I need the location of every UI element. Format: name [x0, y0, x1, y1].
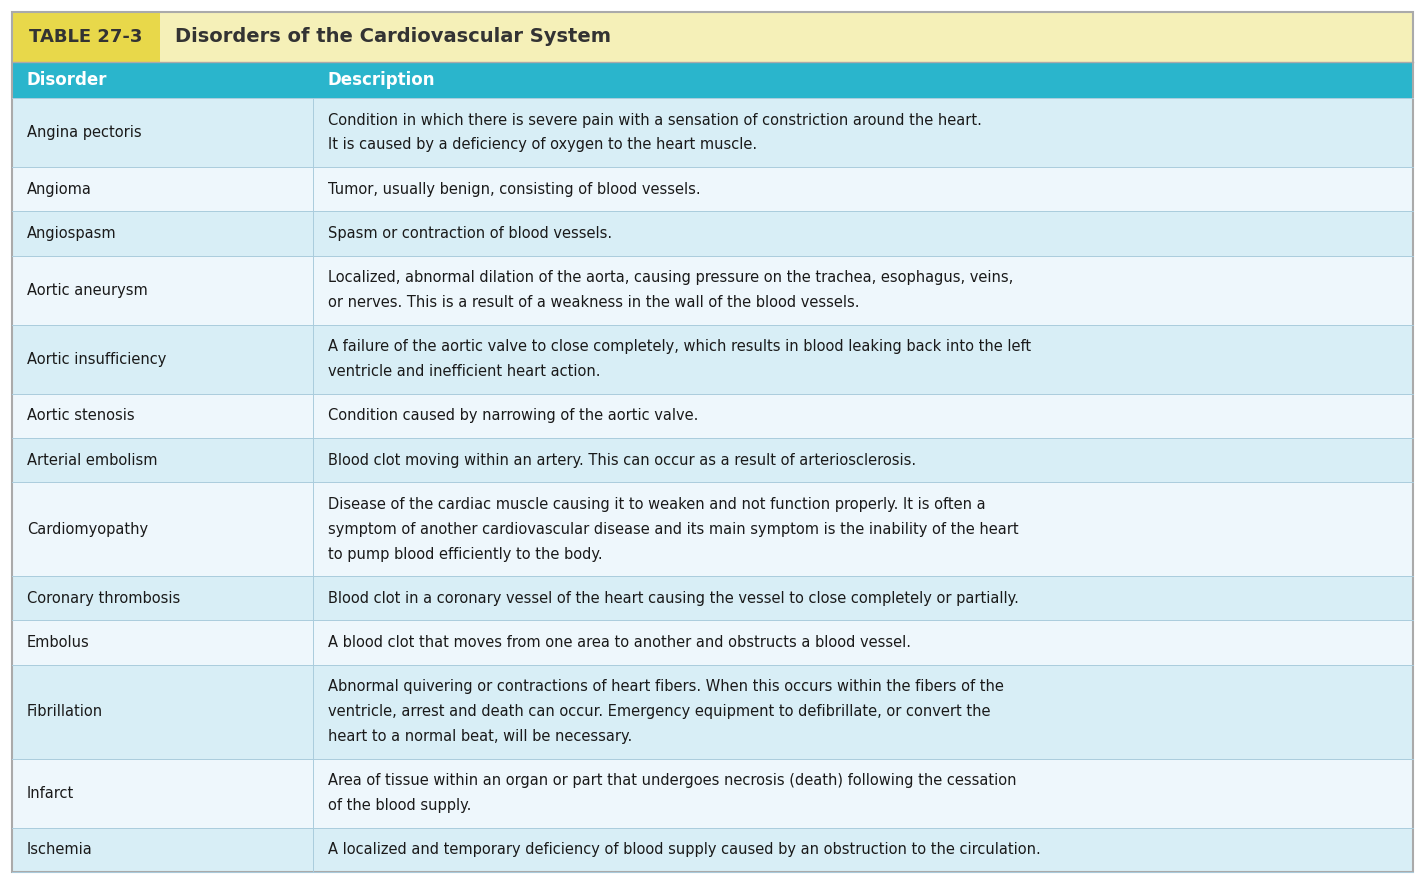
Bar — [11, 167, 1414, 211]
Text: Angioma: Angioma — [27, 182, 91, 197]
Bar — [11, 393, 1414, 438]
Text: Abnormal quivering or contractions of heart fibers. When this occurs within the : Abnormal quivering or contractions of he… — [328, 679, 1003, 694]
Bar — [11, 483, 1414, 576]
Text: TABLE 27-3: TABLE 27-3 — [30, 28, 142, 46]
Bar — [11, 827, 1414, 872]
Text: Aortic insufficiency: Aortic insufficiency — [27, 352, 167, 367]
Bar — [11, 255, 1414, 324]
Text: Area of tissue within an organ or part that undergoes necrosis (death) following: Area of tissue within an organ or part t… — [328, 774, 1016, 789]
Text: Disease of the cardiac muscle causing it to weaken and not function properly. It: Disease of the cardiac muscle causing it… — [328, 497, 986, 512]
Bar — [11, 211, 1414, 255]
Text: Infarct: Infarct — [27, 786, 74, 801]
Text: Arterial embolism: Arterial embolism — [27, 453, 158, 468]
Bar — [11, 576, 1414, 621]
Bar — [11, 665, 1414, 758]
Text: A failure of the aortic valve to close completely, which results in blood leakin: A failure of the aortic valve to close c… — [328, 339, 1032, 354]
Bar — [160, 12, 1414, 62]
Text: Blood clot moving within an artery. This can occur as a result of arterioscleros: Blood clot moving within an artery. This… — [328, 453, 916, 468]
Text: ventricle and inefficient heart action.: ventricle and inefficient heart action. — [328, 364, 600, 379]
Text: It is caused by a deficiency of oxygen to the heart muscle.: It is caused by a deficiency of oxygen t… — [328, 138, 757, 153]
Text: A blood clot that moves from one area to another and obstructs a blood vessel.: A blood clot that moves from one area to… — [328, 635, 911, 650]
Text: Angina pectoris: Angina pectoris — [27, 125, 141, 140]
Bar — [11, 62, 1414, 98]
Text: heart to a normal beat, will be necessary.: heart to a normal beat, will be necessar… — [328, 729, 633, 744]
Text: Spasm or contraction of blood vessels.: Spasm or contraction of blood vessels. — [328, 226, 613, 241]
Text: Disorders of the Cardiovascular System: Disorders of the Cardiovascular System — [175, 27, 611, 47]
Text: Aortic aneurysm: Aortic aneurysm — [27, 283, 148, 298]
Text: Disorder: Disorder — [27, 71, 107, 89]
Text: Localized, abnormal dilation of the aorta, causing pressure on the trachea, esop: Localized, abnormal dilation of the aort… — [328, 271, 1013, 286]
Bar — [11, 758, 1414, 827]
Bar — [11, 621, 1414, 665]
Text: of the blood supply.: of the blood supply. — [328, 798, 472, 813]
Bar — [11, 98, 1414, 167]
Bar — [11, 438, 1414, 483]
Text: or nerves. This is a result of a weakness in the wall of the blood vessels.: or nerves. This is a result of a weaknes… — [328, 295, 859, 310]
Text: Condition caused by narrowing of the aortic valve.: Condition caused by narrowing of the aor… — [328, 408, 698, 423]
Text: Condition in which there is severe pain with a sensation of constriction around : Condition in which there is severe pain … — [328, 112, 982, 127]
Text: A localized and temporary deficiency of blood supply caused by an obstruction to: A localized and temporary deficiency of … — [328, 842, 1040, 857]
Bar — [11, 324, 1414, 393]
Text: Fibrillation: Fibrillation — [27, 705, 103, 720]
Text: Aortic stenosis: Aortic stenosis — [27, 408, 134, 423]
Text: Blood clot in a coronary vessel of the heart causing the vessel to close complet: Blood clot in a coronary vessel of the h… — [328, 591, 1019, 606]
Text: to pump blood efficiently to the body.: to pump blood efficiently to the body. — [328, 546, 603, 561]
Text: Coronary thrombosis: Coronary thrombosis — [27, 591, 180, 606]
Text: Description: Description — [328, 71, 436, 89]
Bar — [11, 12, 160, 62]
Text: Angiospasm: Angiospasm — [27, 226, 117, 241]
Text: Cardiomyopathy: Cardiomyopathy — [27, 522, 148, 537]
Text: Ischemia: Ischemia — [27, 842, 93, 857]
Text: Tumor, usually benign, consisting of blood vessels.: Tumor, usually benign, consisting of blo… — [328, 182, 701, 197]
Text: Embolus: Embolus — [27, 635, 90, 650]
Text: ventricle, arrest and death can occur. Emergency equipment to defibrillate, or c: ventricle, arrest and death can occur. E… — [328, 705, 990, 720]
Text: symptom of another cardiovascular disease and its main symptom is the inability : symptom of another cardiovascular diseas… — [328, 522, 1019, 537]
